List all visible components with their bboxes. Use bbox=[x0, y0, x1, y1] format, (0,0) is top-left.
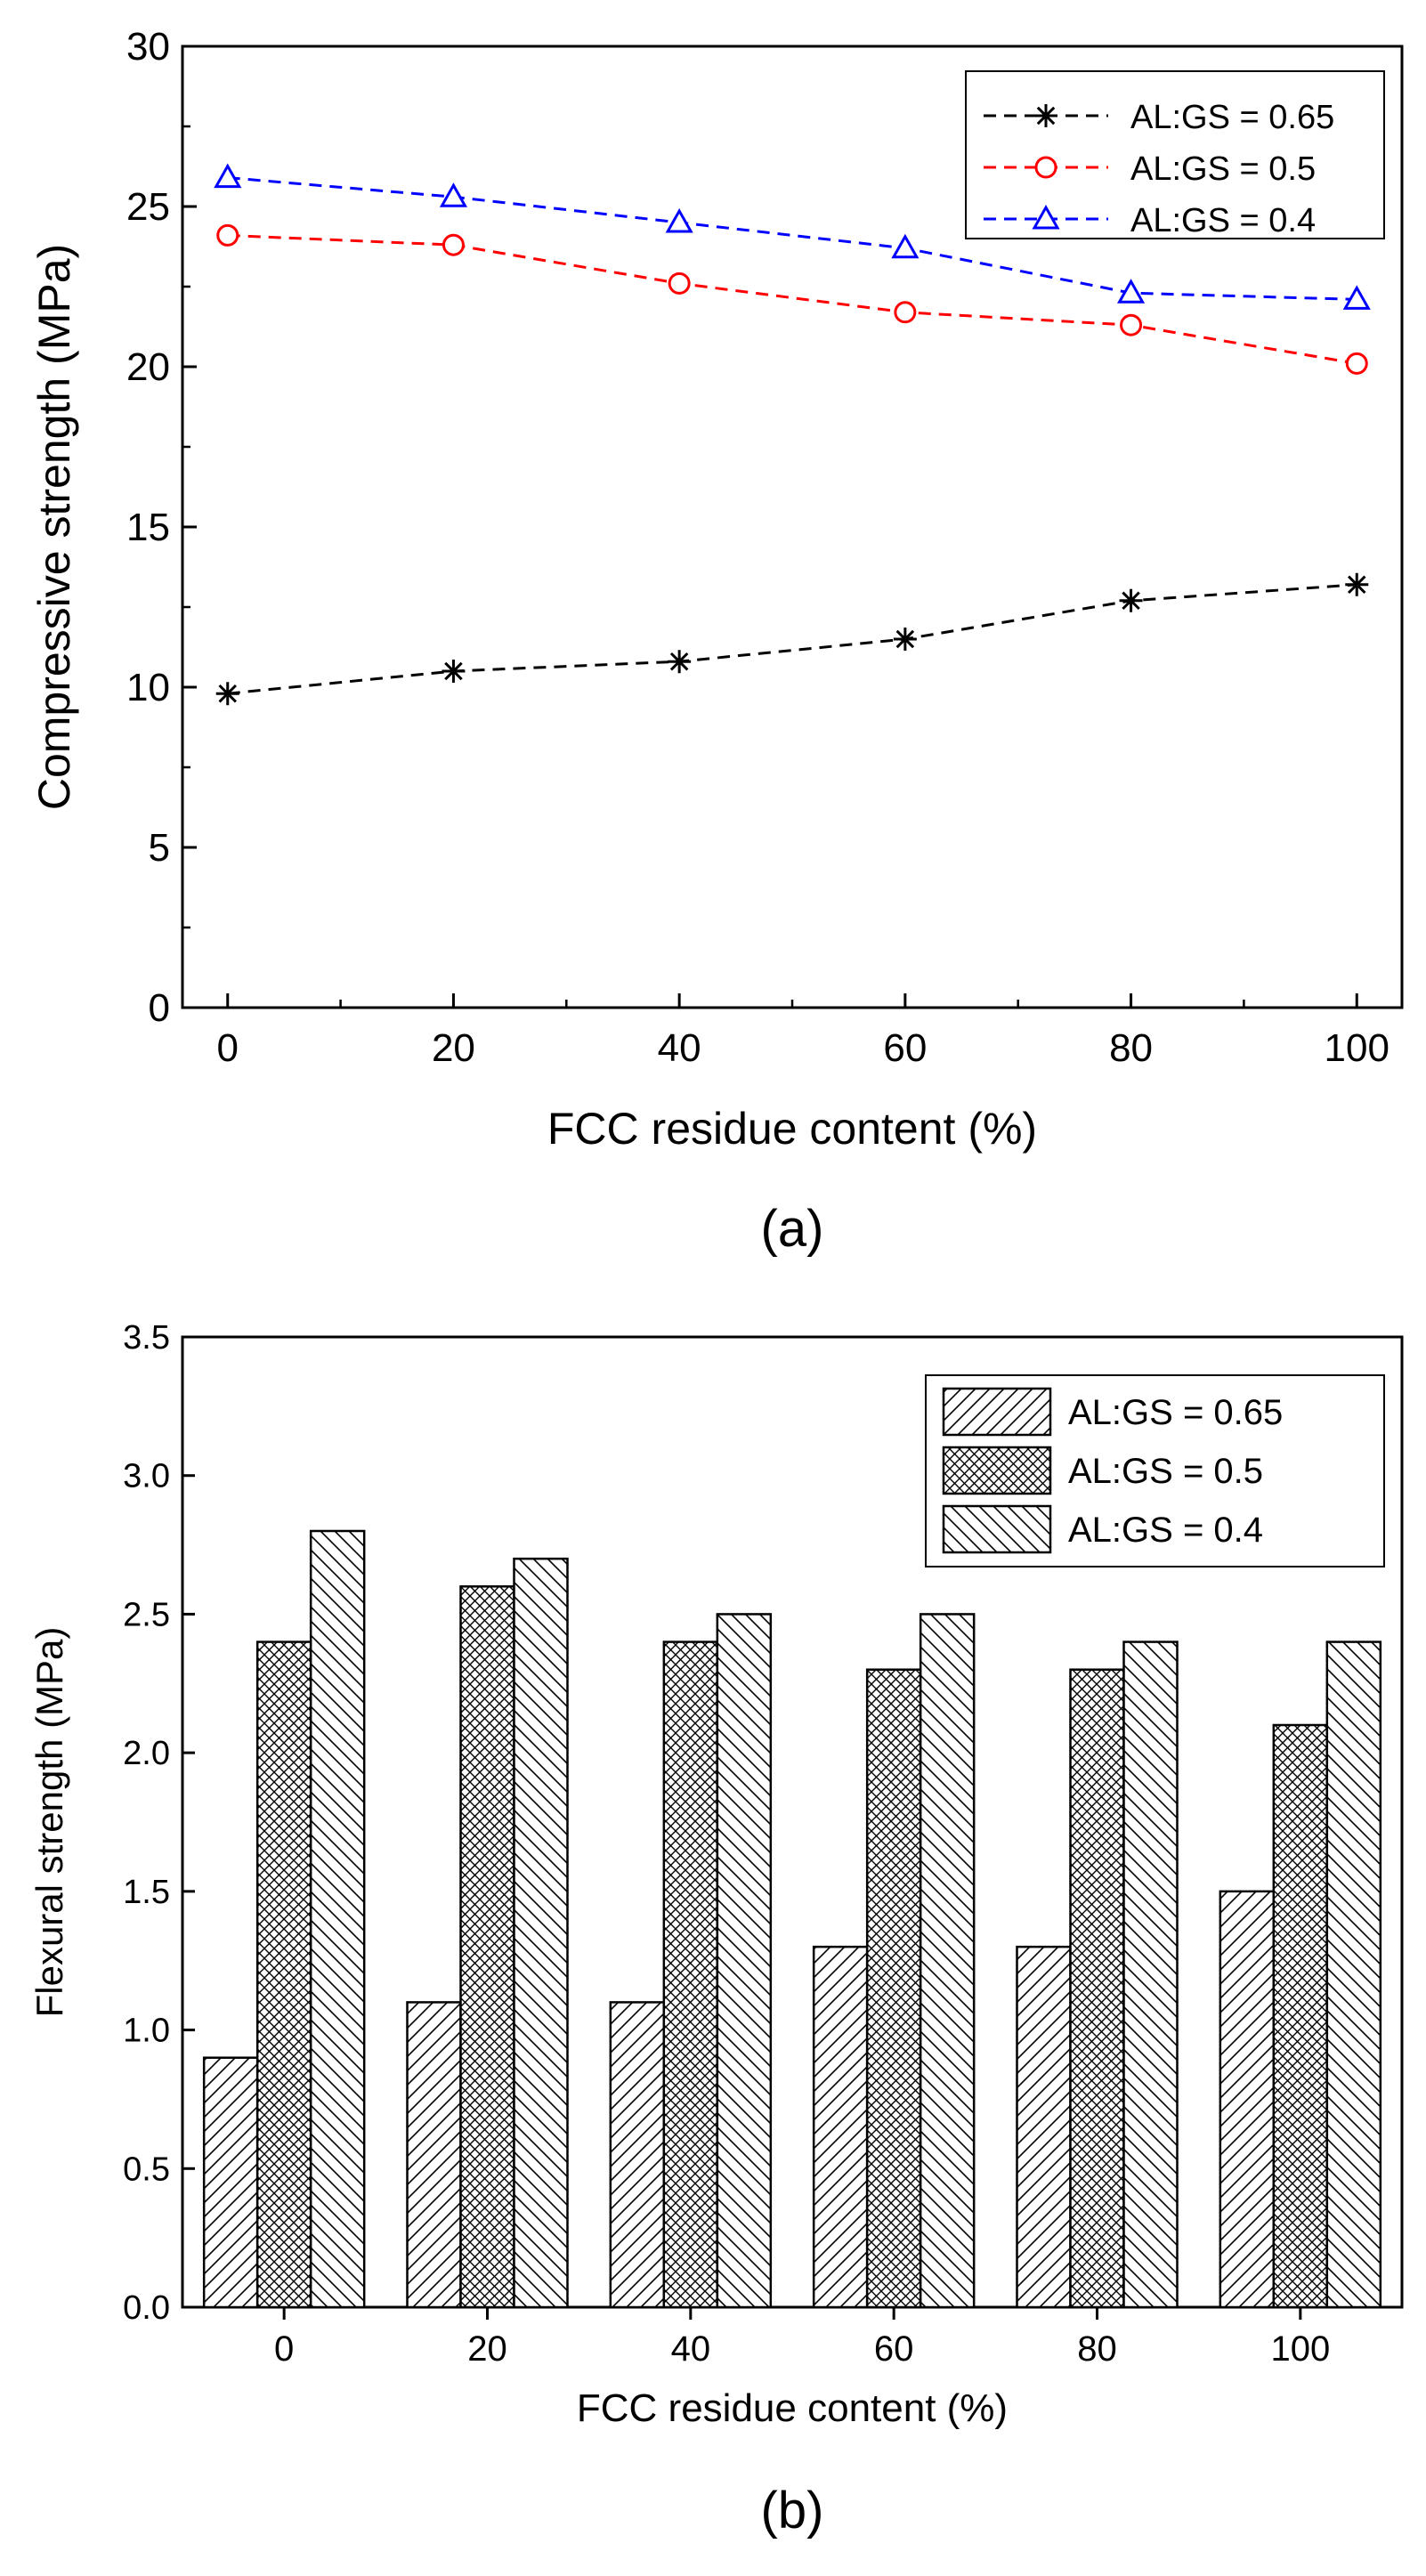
series-line-1 bbox=[227, 233, 1357, 365]
x-tick-label-b: 60 bbox=[874, 2329, 914, 2369]
x-tick-label-a: 100 bbox=[1325, 1026, 1390, 1070]
data-point-s2 bbox=[439, 182, 468, 207]
y-tick-label-a: 20 bbox=[126, 345, 170, 389]
x-tick-label-b: 20 bbox=[467, 2329, 507, 2369]
data-point-s2 bbox=[1116, 279, 1146, 304]
bar-crosshatch-40 bbox=[662, 1640, 719, 2309]
x-tick-label-a: 80 bbox=[1109, 1026, 1153, 1070]
bar-diag-right-80 bbox=[1016, 1945, 1072, 2309]
bar-diag-right-100 bbox=[1219, 1890, 1276, 2309]
legend-b: AL:GS = 0.65 AL:GS = 0.5 AL:GS = 0.4 bbox=[925, 1374, 1385, 1567]
y-tick-label-b: 0.0 bbox=[123, 2289, 170, 2327]
bar-crosshatch-100 bbox=[1272, 1723, 1329, 2309]
y-tick-label-b: 3.5 bbox=[123, 1319, 170, 1357]
bar-diag-right-0 bbox=[202, 2056, 259, 2309]
bar-diag-left-60 bbox=[919, 1613, 976, 2309]
bar-diag-left-20 bbox=[513, 1557, 569, 2309]
data-point-s0 bbox=[893, 628, 917, 651]
bar-crosshatch-20 bbox=[459, 1585, 515, 2309]
plot-frame-b bbox=[181, 1335, 1404, 2309]
bar-diag-right-40 bbox=[609, 2001, 666, 2309]
x-tick-label-a: 40 bbox=[658, 1026, 701, 1070]
x-axis-label-b: FCC residue content (%) bbox=[577, 2386, 1008, 2430]
legend-marker-2 bbox=[1032, 204, 1060, 230]
legend-swatch-2 bbox=[942, 1504, 1052, 1554]
bar-crosshatch-60 bbox=[865, 1668, 922, 2309]
x-tick-label-b: 40 bbox=[671, 2329, 711, 2369]
y-tick-label-b: 1.5 bbox=[123, 1874, 170, 1911]
legend-marker-0 bbox=[1034, 104, 1057, 127]
legend-box-a bbox=[965, 70, 1385, 239]
data-point-s0 bbox=[668, 650, 692, 674]
bar-diag-right-20 bbox=[406, 2001, 462, 2309]
legend-swatch-0 bbox=[942, 1387, 1052, 1437]
x-axis-label-a: FCC residue content (%) bbox=[547, 1104, 1037, 1154]
x-tick-label-a: 20 bbox=[432, 1026, 475, 1070]
data-point-s1 bbox=[442, 233, 465, 256]
y-tick-label-b: 3.0 bbox=[123, 1458, 170, 1495]
legend-label-b-0: AL:GS = 0.65 bbox=[1068, 1393, 1283, 1432]
bar-diag-left-80 bbox=[1122, 1640, 1179, 2309]
y-tick-label-a: 0 bbox=[149, 986, 170, 1030]
x-tick-label-b: 0 bbox=[274, 2329, 294, 2369]
data-point-s1 bbox=[216, 223, 239, 247]
legend-label-0: AL:GS = 0.65 bbox=[1130, 99, 1334, 136]
bar-diag-left-0 bbox=[309, 1529, 366, 2309]
y-axis-label-a: Compressive strength (MPa) bbox=[29, 244, 79, 810]
data-point-s1 bbox=[1120, 313, 1143, 336]
legend-label-b-2: AL:GS = 0.4 bbox=[1068, 1511, 1263, 1550]
y-axis-label-b: Flexural strength (MPa) bbox=[28, 1627, 70, 2018]
y-tick-label-a: 15 bbox=[126, 506, 170, 549]
y-tick-label-b: 1.0 bbox=[123, 2013, 170, 2050]
data-point-s1 bbox=[1345, 352, 1368, 375]
data-point-s2 bbox=[214, 163, 242, 189]
legend-swatch-1 bbox=[942, 1446, 1052, 1495]
data-point-s0 bbox=[215, 682, 239, 706]
panel-label-b: (b) bbox=[761, 2482, 824, 2540]
data-point-s1 bbox=[668, 271, 691, 295]
legend-a: AL:GS = 0.65 AL:GS = 0.5 AL:GS = 0.4 bbox=[965, 70, 1385, 239]
y-tick-label-b: 2.5 bbox=[123, 1596, 170, 1633]
x-tick-label-a: 60 bbox=[883, 1026, 927, 1070]
y-tick-label-a: 5 bbox=[149, 826, 170, 870]
data-point-s2 bbox=[891, 233, 920, 259]
flexural-strength-chart: 0.0 0.5 1.0 1.5 2.0 2.5 3.0 3.5 0 20 40 60 80 100 Fl… bbox=[28, 1319, 1404, 2540]
panel-label-a: (a) bbox=[761, 1200, 824, 1258]
y-tick-label-a: 10 bbox=[126, 666, 170, 709]
bar-crosshatch-0 bbox=[255, 1640, 312, 2309]
legend-label-2: AL:GS = 0.4 bbox=[1130, 202, 1316, 239]
data-point-s0 bbox=[1119, 588, 1143, 612]
legend-label-1: AL:GS = 0.5 bbox=[1130, 150, 1316, 188]
legend-label-b-1: AL:GS = 0.5 bbox=[1068, 1452, 1263, 1491]
series-line-2 bbox=[227, 176, 1357, 301]
y-tick-label-a: 25 bbox=[126, 185, 170, 229]
bar-diag-right-60 bbox=[812, 1945, 869, 2309]
data-point-s2 bbox=[1342, 285, 1371, 310]
bar-diag-left-100 bbox=[1325, 1640, 1382, 2309]
data-point-s1 bbox=[894, 301, 917, 324]
y-tick-label-b: 0.5 bbox=[123, 2151, 170, 2188]
x-tick-label-a: 0 bbox=[216, 1026, 238, 1070]
data-point-s0 bbox=[1345, 572, 1369, 596]
y-tick-label-a: 30 bbox=[126, 25, 170, 69]
bar-crosshatch-80 bbox=[1069, 1668, 1125, 2309]
data-point-s0 bbox=[442, 660, 466, 683]
data-point-s2 bbox=[665, 207, 693, 233]
legend-marker-1 bbox=[1034, 156, 1057, 179]
x-tick-label-b: 80 bbox=[1077, 2329, 1117, 2369]
compressive-strength-chart: 0 5 10 15 20 25 30 0 20 40 60 80 100 Compressive st… bbox=[29, 25, 1404, 1258]
y-tick-label-b: 2.0 bbox=[123, 1735, 170, 1772]
bar-diag-left-40 bbox=[716, 1613, 773, 2309]
series-line-0 bbox=[227, 583, 1357, 695]
x-tick-label-b: 100 bbox=[1270, 2329, 1330, 2369]
